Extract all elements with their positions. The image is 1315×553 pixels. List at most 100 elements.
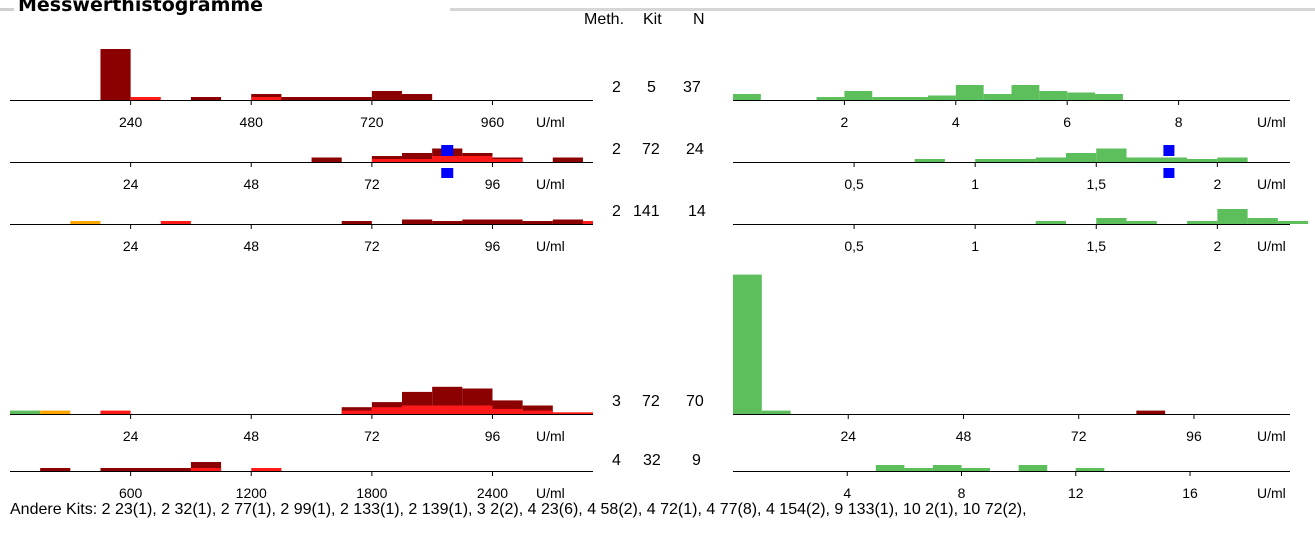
left-reference-marker-below [441, 168, 454, 178]
left-unit-label: U/ml [536, 485, 565, 501]
right-tick-label: 72 [1071, 428, 1087, 444]
right-unit-label: U/ml [1257, 238, 1286, 254]
right-histogram-bar [1096, 218, 1127, 224]
left-histogram-bar [100, 49, 131, 100]
left-tick-label: 960 [481, 114, 505, 130]
right-histogram-bar [983, 94, 1012, 100]
right-tick-label: 16 [1182, 485, 1198, 501]
left-histogram-bar [341, 410, 372, 414]
right-histogram-bar [816, 97, 845, 100]
left-tick-label: 1200 [236, 485, 267, 501]
right-histogram-bar [1035, 221, 1066, 224]
header-n: N [693, 11, 705, 28]
right-tick-label: 0,5 [844, 176, 864, 192]
right-unit-label: U/ml [1257, 485, 1286, 501]
right-histogram-bar [1067, 92, 1096, 100]
right-unit-label: U/ml [1257, 114, 1286, 130]
row-n: 14 [688, 203, 706, 220]
left-histogram-bar [190, 468, 222, 471]
left-histogram-bar [130, 97, 161, 100]
right-tick-label: 1 [971, 238, 979, 254]
right-tick-label: 2 [841, 114, 849, 130]
left-unit-label: U/ml [536, 428, 565, 444]
left-histogram-bar [552, 157, 583, 162]
left-tick-label: 96 [485, 428, 501, 444]
row-n: 37 [683, 79, 701, 96]
header-kit: Kit [643, 11, 662, 28]
right-histogram-bar [904, 468, 933, 471]
row-method: 4 [612, 452, 621, 469]
row-n: 9 [692, 452, 701, 469]
right-tick-label: 2 [1213, 176, 1221, 192]
right-tick-label: 12 [1068, 485, 1084, 501]
left-histogram-bar [462, 156, 493, 162]
left-tick-label: 48 [243, 238, 259, 254]
left-histogram-bar [70, 221, 101, 224]
other-kits-note: Andere Kits: 2 23(1), 2 32(1), 2 77(1), … [10, 501, 1027, 518]
row-method: 2 [612, 203, 621, 220]
row-kit: 5 [647, 79, 656, 96]
right-reference-marker-below [1163, 168, 1175, 178]
left-tick-label: 48 [243, 176, 259, 192]
right-histogram-bar [733, 274, 762, 414]
right-tick-label: 8 [958, 485, 966, 501]
left-histogram-bar [582, 221, 593, 224]
left-histogram-bar [341, 221, 372, 224]
right-histogram-bar [1247, 218, 1278, 224]
left-tick-label: 48 [243, 428, 259, 444]
title-rule-right [450, 8, 1315, 11]
row-n: 24 [686, 141, 704, 158]
right-histogram-bar [1018, 465, 1048, 471]
right-tick-label: 4 [843, 485, 851, 501]
left-histogram-bar [522, 410, 553, 414]
left-histogram-bar [251, 97, 282, 100]
right-histogram-bar [914, 159, 945, 162]
right-histogram-bar [1126, 221, 1157, 224]
left-histogram-bar [160, 221, 191, 224]
left-tick-label: 240 [119, 114, 143, 130]
row-kit: 141 [633, 203, 660, 220]
right-histogram-bar [875, 465, 905, 471]
left-tick-label: 2400 [477, 485, 508, 501]
left-histogram-bar [492, 159, 523, 162]
left-histogram-bar [190, 462, 222, 471]
row-method: 2 [612, 79, 621, 96]
right-histogram-bar [1035, 157, 1066, 162]
left-histogram-bar [251, 468, 282, 471]
left-tick-label: 96 [485, 176, 501, 192]
right-tick-label: 48 [956, 428, 972, 444]
header-method: Meth. [584, 11, 625, 28]
row-n: 70 [686, 393, 704, 410]
left-histogram-bar [100, 468, 191, 471]
right-histogram-bar [844, 91, 873, 100]
left-tick-label: 72 [364, 176, 380, 192]
right-histogram-bar [932, 465, 962, 471]
right-histogram-bar [927, 95, 956, 100]
left-tick-label: 720 [360, 114, 384, 130]
left-histogram-bar [371, 407, 403, 414]
left-histogram-bar [552, 412, 593, 414]
left-histogram-bar [402, 153, 433, 162]
left-tick-label: 24 [123, 238, 139, 254]
left-histogram-bar [100, 410, 131, 414]
left-histogram-bar [462, 219, 523, 224]
title-rule-left [0, 8, 14, 11]
left-histogram-bar [522, 405, 553, 414]
right-tick-label: 2 [1213, 238, 1221, 254]
right-tick-label: 1,5 [1087, 238, 1107, 254]
row-method: 2 [612, 141, 621, 158]
right-tick-label: 1 [971, 176, 979, 192]
right-tick-label: 8 [1175, 114, 1183, 130]
left-histogram-bar [190, 97, 222, 100]
right-unit-label: U/ml [1257, 176, 1286, 192]
left-histogram-bar [281, 97, 372, 100]
right-histogram-bar [733, 94, 761, 100]
right-histogram-bar [1011, 85, 1040, 100]
row-kit: 72 [642, 141, 660, 158]
right-histogram-bar [1277, 221, 1309, 224]
right-tick-label: 24 [840, 428, 856, 444]
right-tick-label: 6 [1063, 114, 1071, 130]
right-histogram-bar [872, 97, 928, 100]
left-histogram-bar [432, 156, 463, 162]
